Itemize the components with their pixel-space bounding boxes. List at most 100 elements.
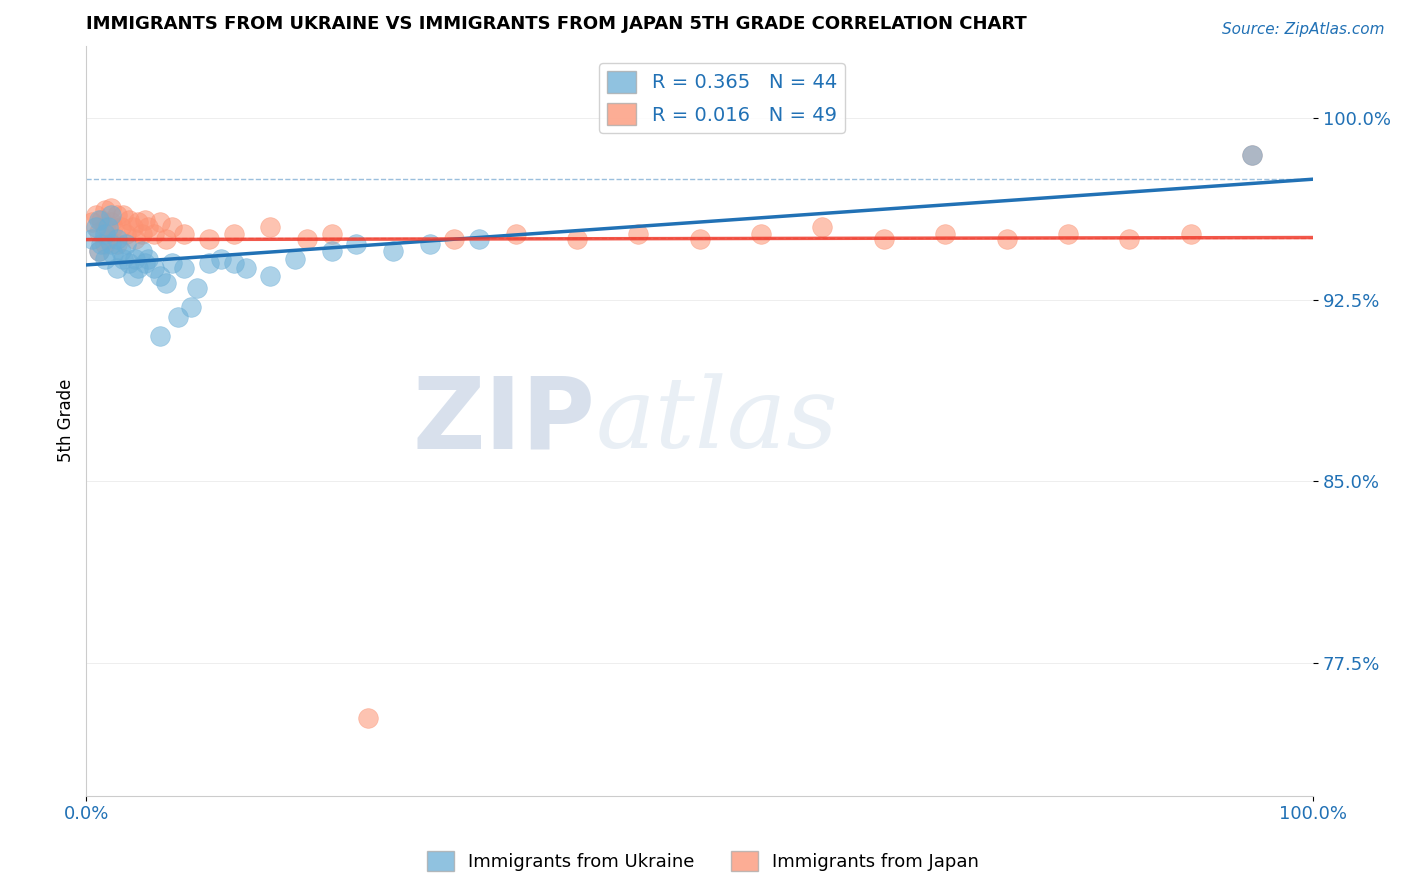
Point: [873, 232, 896, 246]
Point: [131, 244, 153, 259]
Point: [209, 252, 232, 266]
Point: [87, 225, 110, 239]
Point: [87, 213, 110, 227]
Point: [934, 227, 956, 242]
Point: [87, 244, 110, 259]
Point: [118, 256, 141, 270]
Point: [155, 276, 177, 290]
Point: [167, 310, 190, 324]
Point: [93, 220, 115, 235]
Point: [995, 232, 1018, 246]
Point: [100, 237, 122, 252]
Point: [419, 237, 441, 252]
Point: [127, 215, 149, 229]
Point: [1057, 227, 1080, 242]
Point: [1180, 227, 1202, 242]
Text: Source: ZipAtlas.com: Source: ZipAtlas.com: [1222, 22, 1385, 37]
Point: [112, 252, 135, 266]
Point: [235, 261, 257, 276]
Point: [149, 215, 172, 229]
Point: [382, 244, 405, 259]
Point: [222, 256, 245, 270]
Point: [259, 268, 281, 283]
Point: [105, 232, 128, 246]
Point: [100, 208, 122, 222]
Point: [1118, 232, 1140, 246]
Point: [180, 300, 202, 314]
Point: [198, 256, 221, 270]
Text: atlas: atlas: [596, 373, 838, 468]
Point: [149, 268, 172, 283]
Point: [84, 220, 107, 235]
Point: [689, 232, 711, 246]
Point: [103, 246, 125, 260]
Point: [84, 208, 107, 222]
Point: [259, 220, 281, 235]
Point: [124, 252, 146, 266]
Y-axis label: 5th Grade: 5th Grade: [58, 379, 75, 462]
Point: [134, 256, 156, 270]
Point: [124, 232, 146, 246]
Legend: Immigrants from Ukraine, Immigrants from Japan: Immigrants from Ukraine, Immigrants from…: [419, 844, 987, 879]
Point: [90, 213, 112, 227]
Text: IMMIGRANTS FROM UKRAINE VS IMMIGRANTS FROM JAPAN 5TH GRADE CORRELATION CHART: IMMIGRANTS FROM UKRAINE VS IMMIGRANTS FR…: [86, 15, 1026, 33]
Point: [142, 261, 165, 276]
Legend: R = 0.365   N = 44, R = 0.016   N = 49: R = 0.365 N = 44, R = 0.016 N = 49: [599, 63, 845, 133]
Point: [112, 208, 135, 222]
Point: [149, 329, 172, 343]
Point: [93, 203, 115, 218]
Point: [1240, 147, 1263, 161]
Point: [114, 237, 136, 252]
Point: [468, 232, 491, 246]
Point: [105, 237, 128, 252]
Point: [105, 261, 128, 276]
Point: [93, 237, 115, 252]
Point: [93, 227, 115, 242]
Point: [105, 208, 128, 222]
Point: [90, 237, 112, 252]
Point: [627, 227, 650, 242]
Point: [222, 227, 245, 242]
Point: [93, 252, 115, 266]
Point: [749, 227, 772, 242]
Point: [110, 220, 132, 235]
Point: [321, 244, 343, 259]
Point: [103, 220, 125, 235]
Point: [100, 215, 122, 229]
Point: [122, 220, 145, 235]
Point: [443, 232, 465, 246]
Point: [505, 227, 527, 242]
Point: [811, 220, 834, 235]
Point: [136, 252, 159, 266]
Point: [173, 261, 195, 276]
Point: [155, 232, 177, 246]
Point: [198, 232, 221, 246]
Point: [284, 252, 307, 266]
Point: [321, 227, 343, 242]
Point: [186, 280, 208, 294]
Point: [131, 227, 153, 242]
Point: [127, 261, 149, 276]
Point: [295, 232, 318, 246]
Point: [122, 268, 145, 283]
Point: [357, 711, 380, 725]
Point: [134, 213, 156, 227]
Point: [114, 227, 136, 242]
Point: [1240, 147, 1263, 161]
Point: [97, 232, 120, 246]
Point: [97, 220, 120, 235]
Point: [160, 220, 183, 235]
Point: [173, 227, 195, 242]
Point: [82, 232, 104, 246]
Point: [87, 244, 110, 259]
Point: [100, 201, 122, 215]
Point: [136, 220, 159, 235]
Point: [344, 237, 367, 252]
Point: [565, 232, 588, 246]
Point: [82, 215, 104, 229]
Point: [118, 213, 141, 227]
Point: [160, 256, 183, 270]
Point: [142, 227, 165, 242]
Text: ZIP: ZIP: [412, 372, 596, 469]
Point: [110, 244, 132, 259]
